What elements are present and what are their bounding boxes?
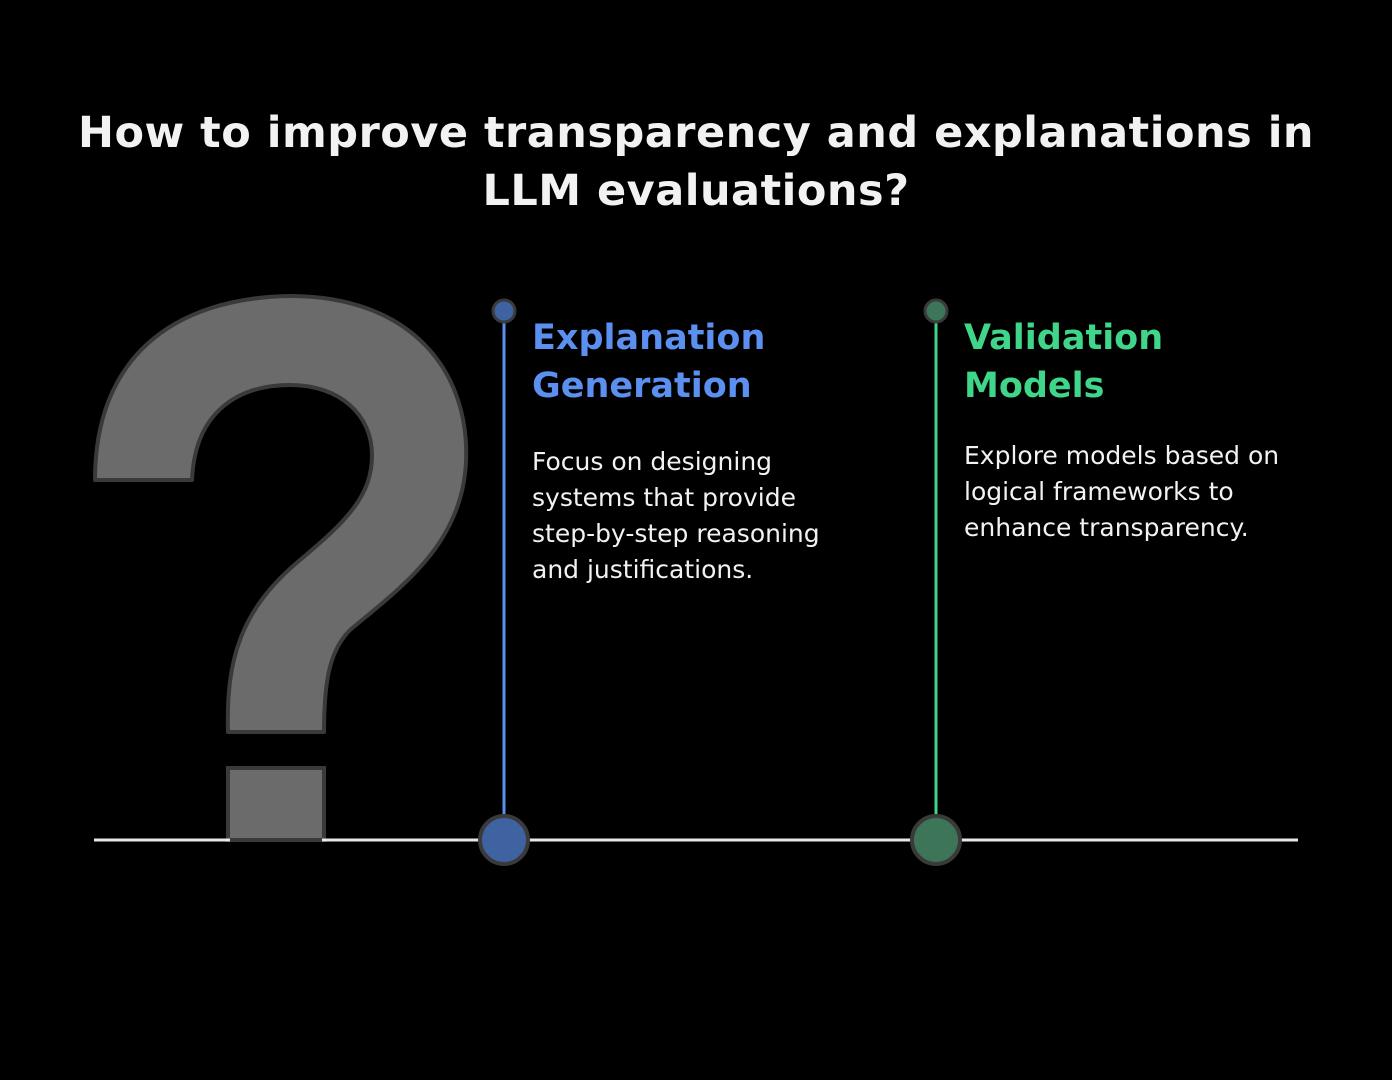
card-explanation-generation: Explanation Generation Focus on designin… (532, 314, 852, 588)
card-validation-models: Validation Models Explore models based o… (964, 314, 1294, 546)
card-title: Explanation Generation (532, 318, 766, 406)
card-description: Explore models based on logical framewor… (964, 441, 1280, 542)
card-description: Focus on designing systems that provide … (532, 447, 820, 584)
marker-explanation-generation (478, 298, 530, 866)
question-mark-icon (93, 294, 469, 842)
page-title: How to improve transparency and explanat… (77, 108, 1315, 216)
marker-validation-models (910, 298, 962, 866)
card-title: Validation Models (964, 318, 1164, 406)
